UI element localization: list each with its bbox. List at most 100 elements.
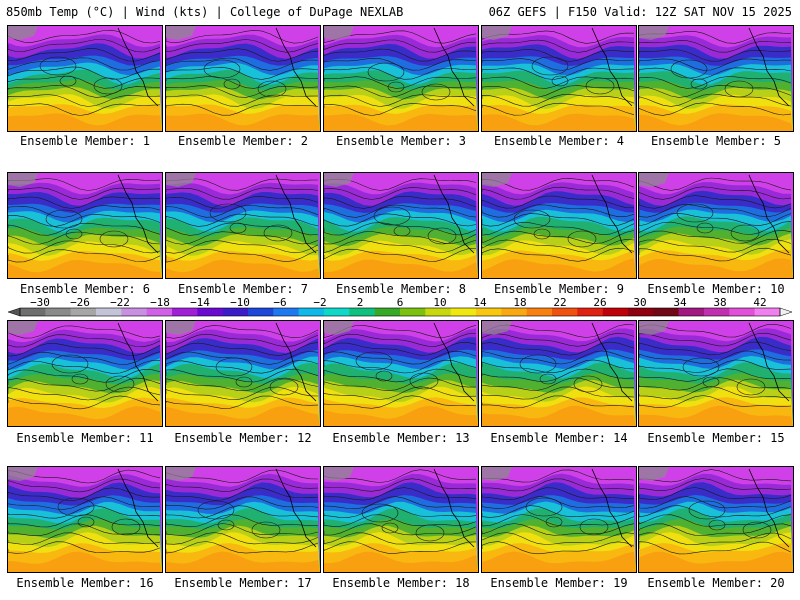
wind-contour bbox=[229, 222, 247, 234]
wind-contour bbox=[263, 224, 293, 242]
wind-contour bbox=[421, 83, 451, 101]
colorbar-tick-label: 18 bbox=[513, 298, 526, 309]
wind-contour bbox=[513, 209, 551, 229]
cold-region bbox=[639, 173, 669, 187]
coastline bbox=[591, 174, 633, 254]
temperature-band bbox=[482, 551, 636, 572]
wind-contour bbox=[166, 240, 319, 254]
wind-contour bbox=[676, 203, 714, 223]
wind-contour bbox=[639, 247, 792, 262]
coastline bbox=[748, 27, 790, 107]
colorbar-min-arrow bbox=[8, 307, 21, 317]
wind-contour bbox=[682, 357, 720, 377]
wind-contour bbox=[203, 59, 241, 79]
wind-contour bbox=[166, 368, 319, 383]
cold-region bbox=[482, 321, 512, 335]
wind-contour bbox=[324, 523, 477, 536]
wind-contour bbox=[639, 487, 792, 500]
cold-region bbox=[8, 321, 38, 335]
member-caption: Ensemble Member: 9 bbox=[493, 282, 625, 296]
colorbar-segment bbox=[526, 308, 553, 316]
wind-contour bbox=[99, 230, 129, 248]
wind-contour bbox=[8, 532, 161, 545]
colorbar-segment bbox=[248, 308, 274, 316]
wind-contour bbox=[639, 532, 792, 546]
wind-contour bbox=[166, 395, 319, 409]
colorbar-segment bbox=[273, 308, 299, 316]
ensemble-member-map bbox=[165, 320, 321, 427]
ensemble-member-map bbox=[323, 466, 479, 573]
wind-contour bbox=[702, 376, 720, 388]
temperature-band bbox=[324, 551, 478, 572]
wind-contour bbox=[8, 29, 161, 44]
wind-contour bbox=[482, 478, 635, 492]
wind-contour bbox=[639, 377, 792, 391]
wind-contour bbox=[45, 209, 83, 229]
wind-contour bbox=[166, 66, 319, 80]
cold-region bbox=[8, 26, 38, 40]
colorbar-tick-label: 14 bbox=[473, 298, 487, 309]
temperature-band bbox=[639, 113, 793, 131]
wind-contour bbox=[166, 342, 319, 356]
wind-contour bbox=[639, 238, 792, 253]
temperature-band bbox=[324, 113, 478, 131]
wind-contour bbox=[166, 325, 319, 339]
wind-contour bbox=[324, 350, 477, 365]
wind-contour bbox=[8, 478, 161, 493]
coastline bbox=[117, 27, 159, 107]
wind-contour bbox=[427, 227, 457, 245]
wind-contour bbox=[324, 333, 477, 347]
wind-contour bbox=[166, 377, 319, 392]
wind-contour bbox=[8, 386, 161, 401]
wind-contour bbox=[482, 368, 635, 382]
wind-contour bbox=[8, 214, 161, 227]
wind-contour bbox=[166, 248, 319, 263]
wind-contour bbox=[8, 325, 161, 339]
colorbar-segment bbox=[374, 308, 401, 316]
wind-contour bbox=[8, 222, 161, 236]
wind-contour bbox=[482, 332, 635, 347]
wind-contour bbox=[736, 378, 766, 396]
wind-contour bbox=[93, 77, 123, 95]
wind-contour bbox=[257, 80, 287, 98]
wind-contour bbox=[166, 76, 319, 89]
wind-contour bbox=[324, 76, 477, 89]
cold-region bbox=[324, 467, 354, 481]
wind-contour bbox=[324, 48, 477, 62]
wind-contour bbox=[724, 80, 754, 98]
wind-contour bbox=[324, 377, 476, 392]
colorbar-tick-label: 38 bbox=[713, 298, 726, 309]
colorbar-border bbox=[19, 307, 781, 317]
wind-contour bbox=[670, 59, 708, 79]
wind-contour bbox=[77, 516, 95, 528]
temperature-band bbox=[639, 551, 793, 572]
wind-contour bbox=[166, 85, 319, 98]
wind-contour bbox=[324, 85, 477, 98]
colorbar-tick-label: 2 bbox=[357, 298, 364, 309]
member-caption: Ensemble Member: 10 bbox=[647, 282, 785, 296]
ensemble-member-map bbox=[638, 466, 794, 573]
member-caption: Ensemble Member: 18 bbox=[332, 576, 470, 590]
temperature-band bbox=[639, 405, 793, 426]
wind-contour bbox=[324, 487, 477, 501]
wind-contour bbox=[324, 67, 477, 80]
wind-contour bbox=[166, 187, 319, 200]
temperature-band bbox=[8, 406, 162, 426]
wind-contour bbox=[8, 368, 161, 383]
wind-contour bbox=[8, 395, 161, 410]
cold-region bbox=[8, 467, 38, 481]
wind-contour bbox=[197, 500, 235, 520]
wind-contour bbox=[8, 249, 161, 263]
ensemble-member-map bbox=[481, 466, 637, 573]
ensemble-member-map bbox=[481, 172, 637, 279]
wind-contour bbox=[324, 359, 477, 374]
wind-contour bbox=[639, 368, 792, 382]
wind-contour bbox=[639, 204, 792, 218]
wind-contour bbox=[393, 225, 411, 237]
colorbar-segment bbox=[20, 308, 46, 316]
wind-contour bbox=[531, 56, 569, 76]
cold-region bbox=[324, 26, 354, 40]
wind-contour bbox=[8, 360, 161, 374]
wind-contour bbox=[482, 532, 635, 545]
coastline bbox=[591, 468, 633, 548]
